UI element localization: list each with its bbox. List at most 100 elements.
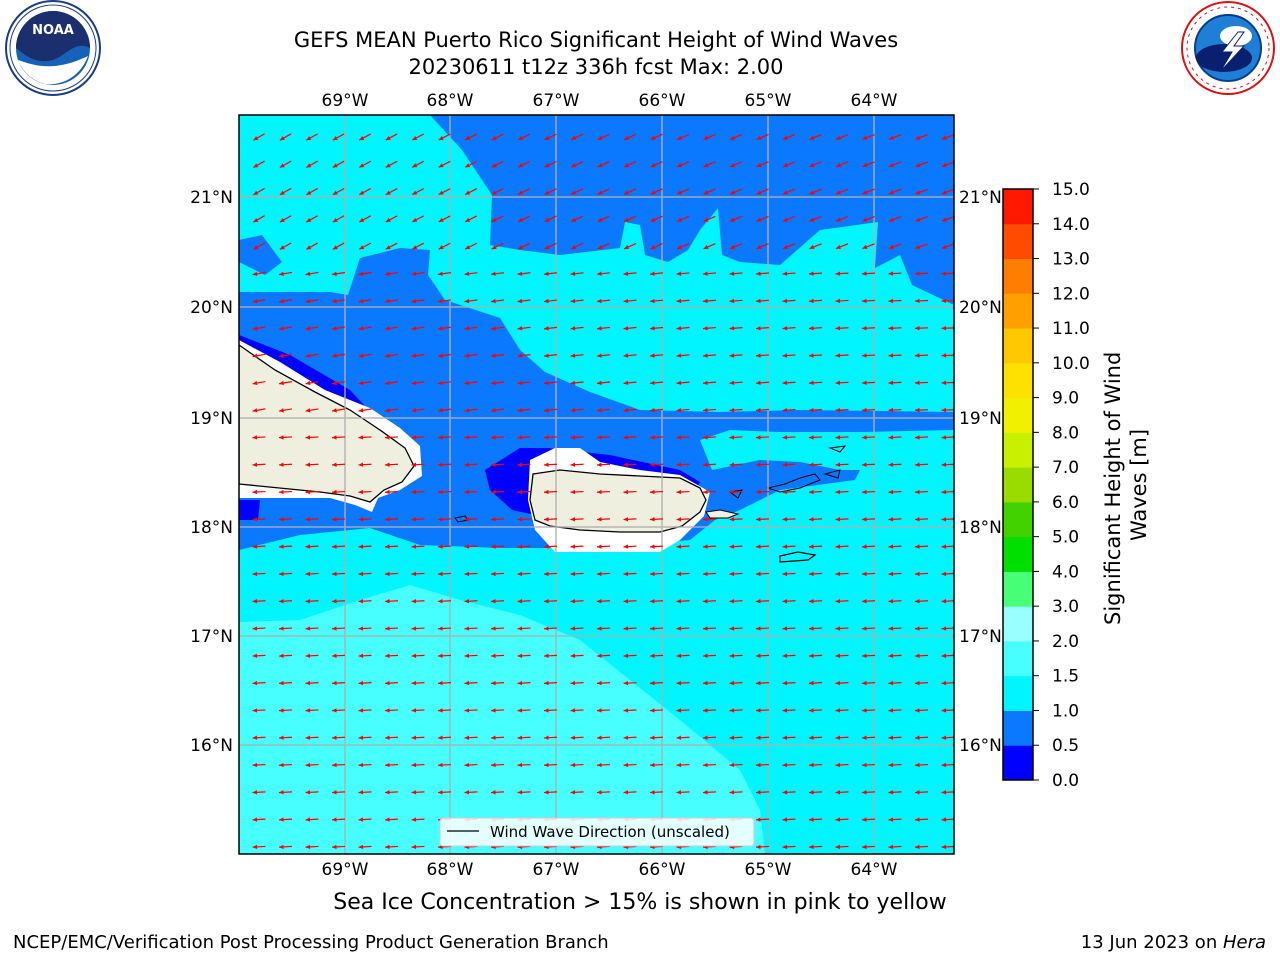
wave-arrow-head	[756, 353, 761, 358]
wave-arrow-head	[835, 135, 841, 140]
wave-arrow-head	[438, 245, 444, 250]
wave-arrow-head	[782, 163, 788, 168]
wave-arrow-head	[358, 298, 364, 304]
wave-arrow-head	[597, 544, 602, 549]
wave-arrow-head	[624, 245, 630, 250]
wave-arrow-head	[756, 462, 761, 467]
wave-arrow-head	[623, 708, 629, 713]
wave-arrow-head	[623, 762, 629, 768]
wave-arrow-head	[279, 353, 284, 358]
colorbar-frame	[1002, 188, 1034, 781]
wave-arrow-head	[862, 271, 867, 276]
wave-arrow-head	[915, 353, 920, 358]
wave-arrow-head	[729, 680, 735, 686]
wave-arrow-head	[279, 517, 284, 522]
wave-arrow-head	[252, 653, 258, 658]
wave-arrow-head	[464, 571, 470, 577]
wave-arrow-head	[835, 817, 841, 822]
wave-arrow-head	[438, 435, 443, 440]
wave-arrow-head	[650, 544, 655, 549]
wave-arrow-head	[676, 762, 682, 768]
wave-arrow-head	[464, 790, 470, 795]
wave-arrow-head	[438, 571, 443, 577]
wave-arrow-head	[359, 245, 365, 250]
wave-arrow-head	[623, 326, 629, 331]
lat-tick-right: 21°N	[959, 188, 1002, 208]
wave-arrow-head	[464, 599, 470, 604]
wave-arrow-head	[782, 571, 788, 577]
lon-tick-top: 64°W	[851, 91, 898, 111]
wave-arrow-head	[835, 326, 841, 331]
wave-arrow-head	[570, 489, 576, 495]
wave-arrow-head	[835, 462, 841, 467]
wave-arrow-head	[782, 544, 788, 549]
wave-arrow-head	[915, 135, 921, 140]
wave-arrow-head	[332, 380, 337, 386]
colorbar-tick-label: 12.0	[1052, 284, 1090, 304]
wave-arrow-head	[888, 353, 894, 358]
wave-arrow-head	[464, 680, 470, 686]
colorbar-swatch	[1003, 189, 1033, 225]
wave-arrow-head	[252, 353, 258, 358]
wave-arrow-head	[782, 844, 788, 850]
wave-arrow-head	[941, 407, 947, 413]
wave-arrow-head	[756, 407, 761, 413]
wave-arrow-head	[570, 544, 576, 549]
wave-arrow-head	[252, 380, 258, 386]
wave-arrow-head	[782, 626, 788, 631]
wave-arrow-head	[941, 626, 947, 631]
wave-arrow-head	[729, 517, 735, 522]
wave-arrow-head	[703, 217, 709, 222]
wave-arrow-head	[464, 653, 470, 658]
wave-arrow-head	[438, 680, 443, 686]
wave-arrow-head	[835, 517, 841, 522]
wave-arrow-head	[411, 435, 417, 440]
wave-arrow-head	[438, 517, 443, 522]
wave-arrow-head	[491, 353, 496, 358]
wave-arrow-head	[465, 217, 471, 222]
wave-arrow-head	[411, 653, 417, 658]
wave-arrow-head	[305, 599, 311, 604]
wave-arrow-head	[518, 190, 524, 195]
wave-arrow-head	[835, 217, 841, 222]
wave-arrow-head	[650, 163, 656, 168]
wave-arrow-head	[412, 163, 418, 168]
wave-arrow-head	[756, 762, 761, 768]
wave-arrow-head	[756, 380, 761, 386]
wave-arrow-head	[941, 135, 947, 140]
wave-arrow-head	[915, 298, 920, 304]
wave-arrow-head	[518, 135, 524, 140]
wave-arrow-head	[252, 435, 258, 440]
wave-arrow-head	[464, 544, 470, 549]
wave-arrow-head	[756, 790, 761, 795]
wave-arrow-head	[862, 407, 867, 413]
wave-arrow-head	[438, 735, 443, 740]
wave-arrow-head	[464, 708, 470, 713]
wave-arrow-head	[597, 790, 602, 795]
wave-arrow-head	[676, 626, 682, 631]
wave-arrow-head	[676, 435, 682, 440]
wave-arrow-head	[358, 408, 364, 413]
wave-arrow-head	[385, 136, 391, 141]
wave-arrow-head	[703, 190, 709, 195]
wave-arrow-head	[544, 626, 549, 631]
wave-arrow-head	[915, 217, 921, 222]
wave-arrow-head	[279, 435, 284, 440]
wave-arrow-head	[597, 353, 602, 358]
wave-arrow-head	[703, 599, 708, 604]
wave-arrow-head	[676, 653, 682, 658]
wave-arrow-head	[279, 136, 285, 141]
wave-arrow-head	[438, 163, 444, 168]
wave-arrow-head	[729, 544, 735, 549]
wave-arrow-head	[676, 326, 682, 331]
wave-arrow-head	[491, 217, 497, 222]
wave-arrow-head	[571, 217, 577, 222]
wave-arrow-head	[650, 462, 655, 467]
map-gridlines	[239, 115, 954, 854]
wave-arrow-head	[252, 462, 258, 467]
wave-arrow-head	[597, 626, 602, 631]
wave-arrow-head	[438, 135, 444, 140]
wave-arrow-head	[252, 762, 258, 768]
wave-arrow-head	[782, 353, 788, 358]
wave-arrow-head	[358, 626, 364, 631]
